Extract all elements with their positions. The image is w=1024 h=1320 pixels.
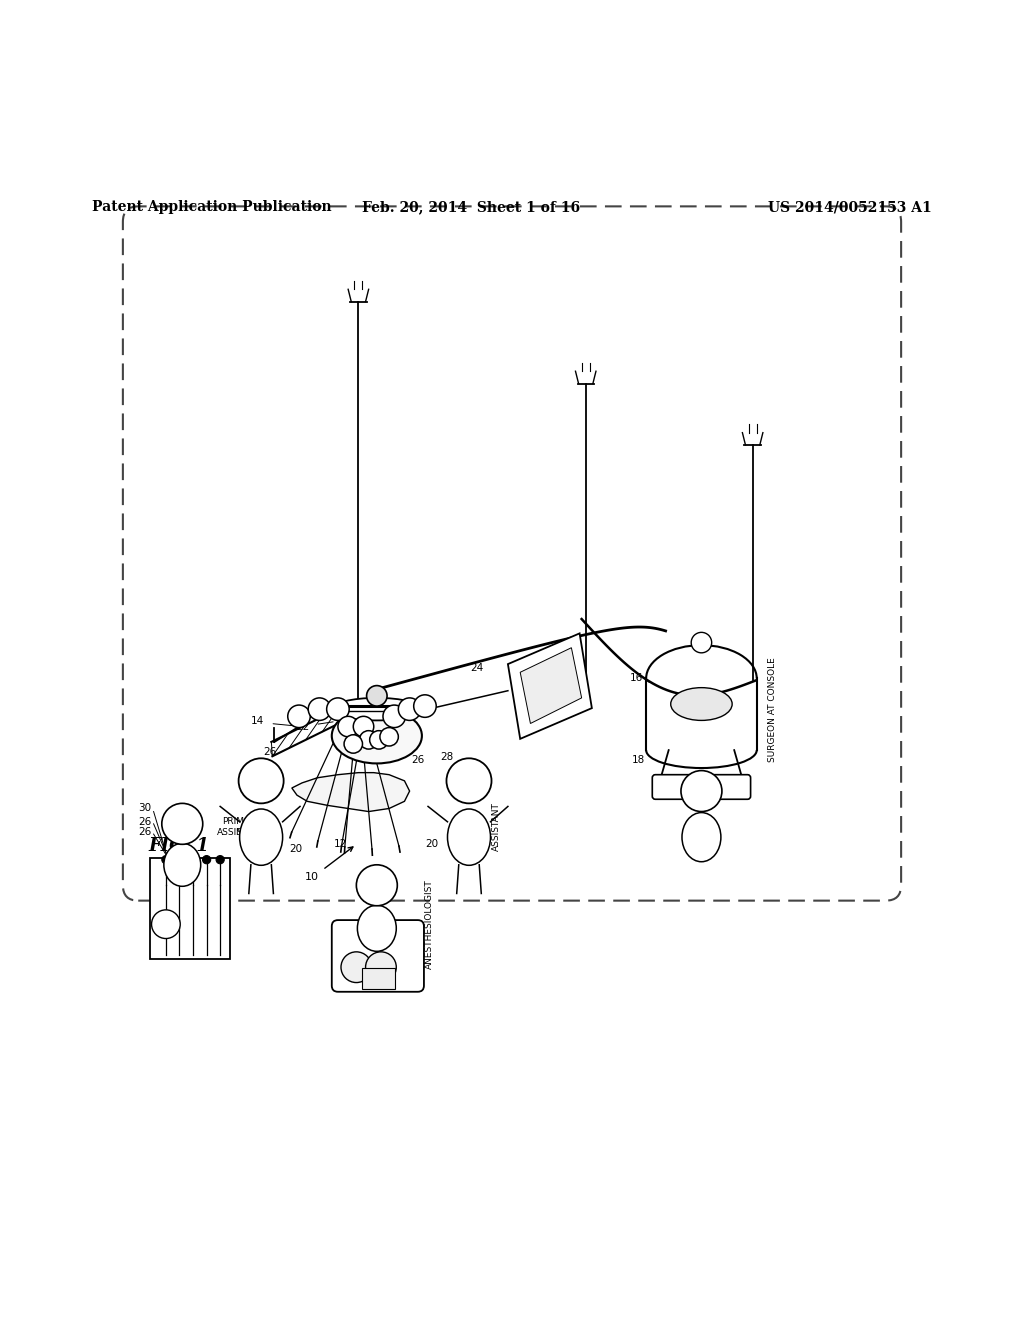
Circle shape bbox=[367, 685, 387, 706]
Circle shape bbox=[383, 705, 406, 727]
Text: US 2014/0052153 A1: US 2014/0052153 A1 bbox=[768, 201, 932, 214]
Ellipse shape bbox=[682, 813, 721, 862]
Circle shape bbox=[203, 855, 211, 863]
Text: 12: 12 bbox=[334, 840, 346, 849]
Text: 26: 26 bbox=[138, 828, 152, 837]
Ellipse shape bbox=[357, 906, 396, 952]
Text: 24: 24 bbox=[470, 663, 483, 673]
Text: 16: 16 bbox=[630, 673, 643, 684]
Circle shape bbox=[380, 727, 398, 746]
Circle shape bbox=[188, 855, 197, 863]
Circle shape bbox=[308, 698, 331, 721]
FancyBboxPatch shape bbox=[332, 920, 424, 991]
Polygon shape bbox=[508, 634, 592, 739]
Circle shape bbox=[327, 698, 349, 721]
Circle shape bbox=[338, 717, 358, 737]
Text: Feb. 20, 2014  Sheet 1 of 16: Feb. 20, 2014 Sheet 1 of 16 bbox=[361, 201, 581, 214]
Text: ASSISTANT: ASSISTANT bbox=[492, 803, 501, 851]
Text: 30: 30 bbox=[138, 804, 152, 813]
Text: SURGEON AT CONSOLE: SURGEON AT CONSOLE bbox=[768, 657, 777, 762]
Circle shape bbox=[366, 952, 396, 982]
FancyBboxPatch shape bbox=[652, 775, 751, 800]
Circle shape bbox=[398, 698, 421, 721]
FancyBboxPatch shape bbox=[362, 969, 395, 989]
Circle shape bbox=[162, 804, 203, 845]
Text: 22: 22 bbox=[296, 722, 309, 731]
Text: 28: 28 bbox=[440, 752, 454, 762]
Circle shape bbox=[175, 855, 183, 863]
Circle shape bbox=[356, 865, 397, 906]
Ellipse shape bbox=[240, 809, 283, 866]
Circle shape bbox=[353, 717, 374, 737]
Circle shape bbox=[288, 705, 310, 727]
Polygon shape bbox=[520, 648, 582, 723]
Text: FIG. 1: FIG. 1 bbox=[148, 837, 209, 854]
Circle shape bbox=[370, 731, 388, 748]
Circle shape bbox=[414, 694, 436, 717]
Circle shape bbox=[446, 758, 492, 804]
Ellipse shape bbox=[447, 809, 490, 866]
Text: 20: 20 bbox=[289, 845, 302, 854]
Circle shape bbox=[341, 952, 372, 982]
Ellipse shape bbox=[332, 708, 422, 763]
Circle shape bbox=[239, 758, 284, 804]
Circle shape bbox=[162, 855, 170, 863]
Circle shape bbox=[152, 909, 180, 939]
Text: ANESTHESIOLOGIST: ANESTHESIOLOGIST bbox=[425, 879, 434, 969]
Text: 20: 20 bbox=[425, 840, 438, 849]
Ellipse shape bbox=[332, 698, 422, 721]
Ellipse shape bbox=[671, 688, 732, 721]
Polygon shape bbox=[292, 772, 410, 812]
Text: 26: 26 bbox=[412, 755, 425, 766]
Circle shape bbox=[359, 731, 378, 748]
Circle shape bbox=[344, 735, 362, 754]
Text: 26: 26 bbox=[138, 817, 152, 826]
Text: Patent Application Publication: Patent Application Publication bbox=[92, 201, 332, 214]
Text: 18: 18 bbox=[632, 755, 645, 766]
Ellipse shape bbox=[164, 843, 201, 886]
Text: 14: 14 bbox=[251, 717, 264, 726]
Circle shape bbox=[216, 855, 224, 863]
Text: PRIMARY
ASSISTANT: PRIMARY ASSISTANT bbox=[217, 817, 266, 837]
Circle shape bbox=[681, 771, 722, 812]
Text: 26: 26 bbox=[263, 747, 276, 758]
FancyBboxPatch shape bbox=[150, 858, 230, 960]
Text: 10: 10 bbox=[305, 873, 319, 882]
Text: NURSE: NURSE bbox=[236, 828, 266, 837]
Circle shape bbox=[691, 632, 712, 653]
Text: 26: 26 bbox=[164, 878, 176, 888]
